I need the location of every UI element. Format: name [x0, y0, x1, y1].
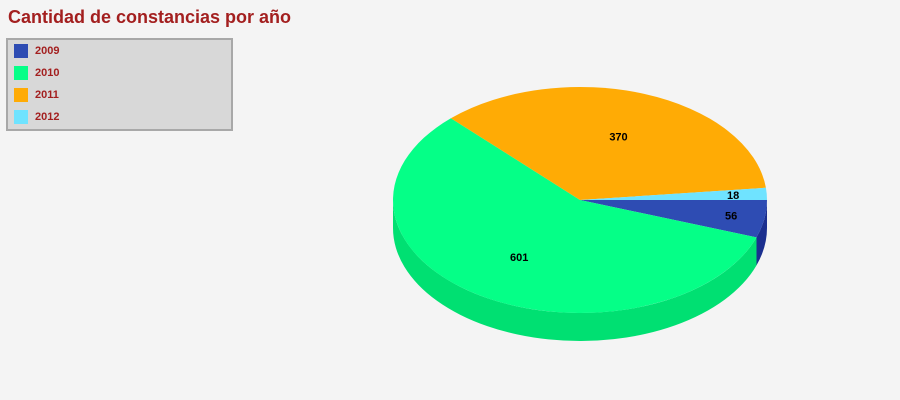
pie-slice-2010 — [393, 118, 757, 313]
legend-label-2009: 2009 — [35, 45, 60, 57]
pie-slice-2011 — [450, 86, 766, 200]
legend-label-2012: 2012 — [35, 111, 60, 123]
legend-swatch-2012 — [14, 110, 28, 124]
legend-swatch-2011 — [14, 88, 28, 102]
pie-value-label-2009: 56 — [725, 211, 737, 223]
pie-side-2009 — [756, 200, 767, 266]
legend-swatch-2010 — [14, 66, 28, 80]
pie-slice-2012 — [580, 187, 767, 200]
pie-value-label-2010: 601 — [510, 252, 528, 264]
pie-value-label-2011: 370 — [609, 131, 627, 143]
pie-slice-2009 — [580, 200, 767, 238]
legend-label-2011: 2011 — [35, 89, 59, 101]
legend-item-2010: 2010 — [14, 65, 59, 81]
legend-item-2012: 2012 — [14, 109, 59, 125]
chart-title: Cantidad de constancias por año — [8, 7, 292, 27]
pie-value-label-2012: 18 — [727, 190, 739, 202]
legend-item-2011: 2011 — [14, 87, 59, 103]
legend-item-2009: 2009 — [14, 43, 59, 59]
legend: 2009 2010 2011 2012 — [6, 38, 233, 131]
legend-swatch-2009 — [14, 44, 28, 58]
pie-side-2010 — [393, 200, 757, 341]
legend-label-2010: 2010 — [35, 67, 60, 79]
